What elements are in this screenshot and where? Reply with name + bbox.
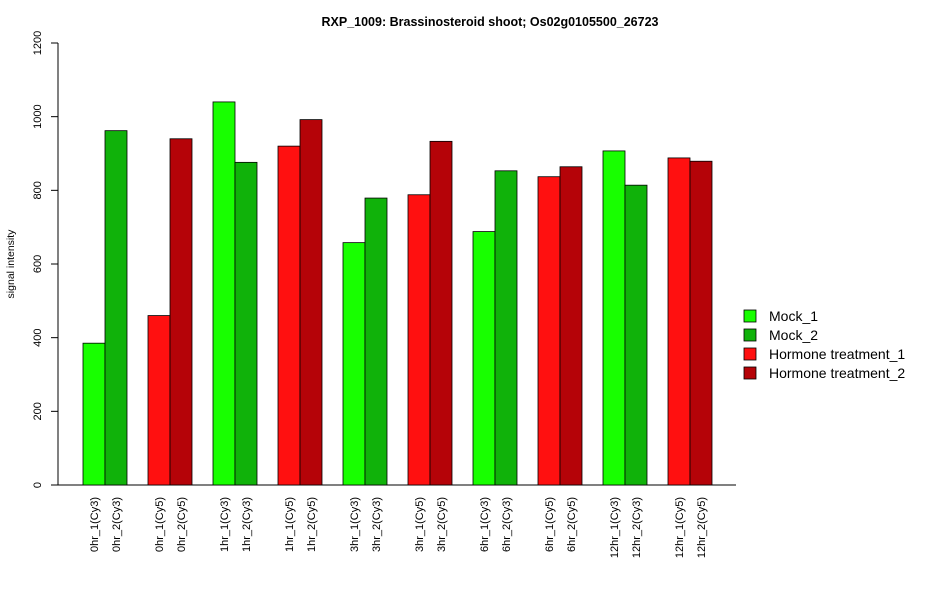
legend-label: Mock_2: [769, 327, 818, 343]
legend-label: Hormone treatment_2: [769, 365, 905, 381]
bar: [342, 242, 366, 486]
y-tick-label: 400: [32, 328, 44, 346]
bar: [147, 315, 171, 486]
y-axis: 0 200 400 600 800 1000 1200: [32, 31, 59, 488]
x-tick-label: 6hr_2(Cy5): [566, 497, 578, 552]
bar: [624, 184, 648, 486]
bar: [234, 161, 258, 486]
legend-swatch: [743, 347, 757, 361]
y-tick-label: 1000: [32, 104, 44, 128]
x-tick-label: 0hr_1(Cy3): [89, 497, 101, 552]
x-tick-label: 0hr_2(Cy5): [176, 497, 188, 552]
bar: [277, 145, 301, 486]
bar: [407, 194, 431, 486]
bar: [537, 176, 561, 486]
x-tick-label: 12hr_1(Cy3): [609, 497, 621, 558]
bar: [667, 157, 691, 486]
x-tick-label: 12hr_2(Cy3): [631, 497, 643, 558]
x-tick-label: 12hr_2(Cy5): [696, 497, 708, 558]
x-tick-label: 3hr_2(Cy5): [436, 497, 448, 552]
legend: Mock_1 Mock_2 Hormone treatment_1 Hormone t…: [743, 308, 905, 381]
bar: [472, 231, 496, 486]
bar: [559, 166, 583, 486]
x-tick-label: 3hr_2(Cy3): [371, 497, 383, 552]
bar: [212, 101, 236, 486]
y-tick-label: 200: [32, 402, 44, 420]
bar: [602, 150, 626, 486]
bar: [82, 342, 106, 486]
chart-title: RXP_1009: Brassinosteroid shoot; Os02g01…: [322, 15, 659, 29]
bars-group: [82, 101, 713, 486]
x-tick-label: 3hr_1(Cy3): [349, 497, 361, 552]
x-tick-label: 1hr_2(Cy3): [241, 497, 253, 552]
x-tick-label: 12hr_1(Cy5): [674, 497, 686, 558]
legend-label: Hormone treatment_1: [769, 346, 905, 362]
legend-swatch: [743, 309, 757, 323]
x-tick-label: 6hr_1(Cy3): [479, 497, 491, 552]
bar: [429, 140, 453, 486]
x-tick-label: 6hr_1(Cy5): [544, 497, 556, 552]
bar: [169, 138, 193, 486]
bar: [494, 170, 518, 486]
y-tick-label: 600: [32, 255, 44, 273]
x-tick-label: 6hr_2(Cy3): [501, 497, 513, 552]
legend-swatch: [743, 328, 757, 342]
legend-swatch: [743, 366, 757, 380]
bar: [364, 197, 388, 486]
x-tick-label: 1hr_2(Cy5): [306, 497, 318, 552]
bar: [689, 160, 713, 486]
y-tick-label: 1200: [32, 31, 44, 55]
x-tick-label: 1hr_1(Cy5): [284, 497, 296, 552]
x-tick-label: 3hr_1(Cy5): [414, 497, 426, 552]
x-tick-label: 1hr_1(Cy3): [219, 497, 231, 552]
bar: [299, 119, 323, 486]
x-tick-label: 0hr_2(Cy3): [111, 497, 123, 552]
x-tick-labels: 0hr_1(Cy3) 0hr_2(Cy3) 0hr_1(Cy5) 0hr_2(Cy5)…: [89, 497, 708, 558]
y-tick-label: 800: [32, 181, 44, 199]
y-tick-label: 0: [32, 482, 44, 488]
y-axis-label: signal intensity: [5, 229, 17, 299]
bar: [104, 130, 128, 486]
legend-label: Mock_1: [769, 308, 818, 324]
x-tick-label: 0hr_1(Cy5): [154, 497, 166, 552]
